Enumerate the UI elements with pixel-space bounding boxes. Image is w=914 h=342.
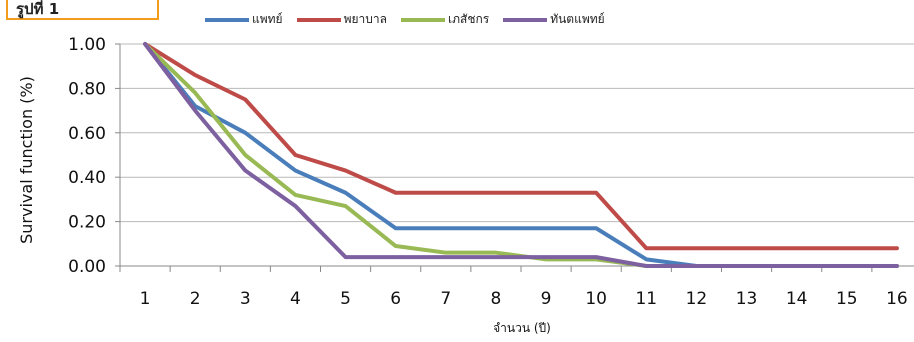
legend-swatch (205, 17, 249, 22)
series-line-1 (143, 42, 899, 268)
y-tick-label: 0.20 (68, 213, 106, 233)
legend-swatch (400, 17, 445, 22)
legend-label: พยาบาล (343, 12, 387, 26)
legend-item: พยาบาล (296, 10, 387, 29)
x-tick-label: 15 (836, 289, 858, 309)
x-tick-label: 6 (390, 289, 401, 309)
legend-item: เภสัชกร (400, 10, 490, 29)
x-tick-label: 10 (585, 289, 607, 309)
y-tick-label: 1.00 (68, 35, 106, 55)
legend: แพทย์ พยาบาล เภสัชกร ทันตแพทย์ (205, 10, 619, 29)
legend-label: แพทย์ (252, 12, 283, 26)
x-tick-label: 7 (440, 289, 451, 309)
x-tick-label: 1 (140, 289, 151, 309)
legend-swatch (503, 17, 548, 22)
series-line-2 (143, 42, 899, 251)
series-line-4 (143, 42, 899, 268)
legend-item: แพทย์ (205, 10, 283, 29)
x-tick-label: 11 (635, 289, 657, 309)
x-tick-label: 12 (686, 289, 708, 309)
x-tick-label: 5 (340, 289, 351, 309)
figure-label: รูปที่ 1 (6, 0, 159, 20)
series-line-3 (143, 42, 899, 268)
x-tick-label: 2 (190, 289, 201, 309)
legend-label: เภสัชกร (447, 12, 490, 26)
x-tick-label: 16 (886, 289, 908, 309)
y-tick-label: 0.80 (68, 79, 106, 99)
y-axis-label: Survival function (%) (17, 76, 36, 244)
x-tick-label: 3 (240, 289, 251, 309)
x-tick-label: 14 (786, 289, 808, 309)
y-tick-label: 0.40 (68, 168, 106, 188)
x-tick-label: 4 (290, 289, 301, 309)
y-tick-label: 0.60 (68, 124, 106, 144)
x-tick-label: 8 (491, 289, 502, 309)
figure-label-text: รูปที่ 1 (16, 0, 60, 18)
x-tick-label: 13 (736, 289, 758, 309)
legend-label: ทันตแพทย์ (550, 12, 605, 26)
series-lines (143, 42, 899, 268)
legend-swatch (296, 17, 341, 22)
x-tick-label: 9 (541, 289, 552, 309)
grid-lines (120, 43, 914, 223)
legend-item: ทันตแพทย์ (503, 10, 605, 29)
tick-labels: 0.000.200.400.600.801.001 2 3 4 5 6 7 8 9 10 11 12 1… (68, 35, 908, 309)
y-tick-label: 0.00 (68, 257, 106, 277)
x-axis-label: จำนวน (ปี) (493, 321, 551, 335)
